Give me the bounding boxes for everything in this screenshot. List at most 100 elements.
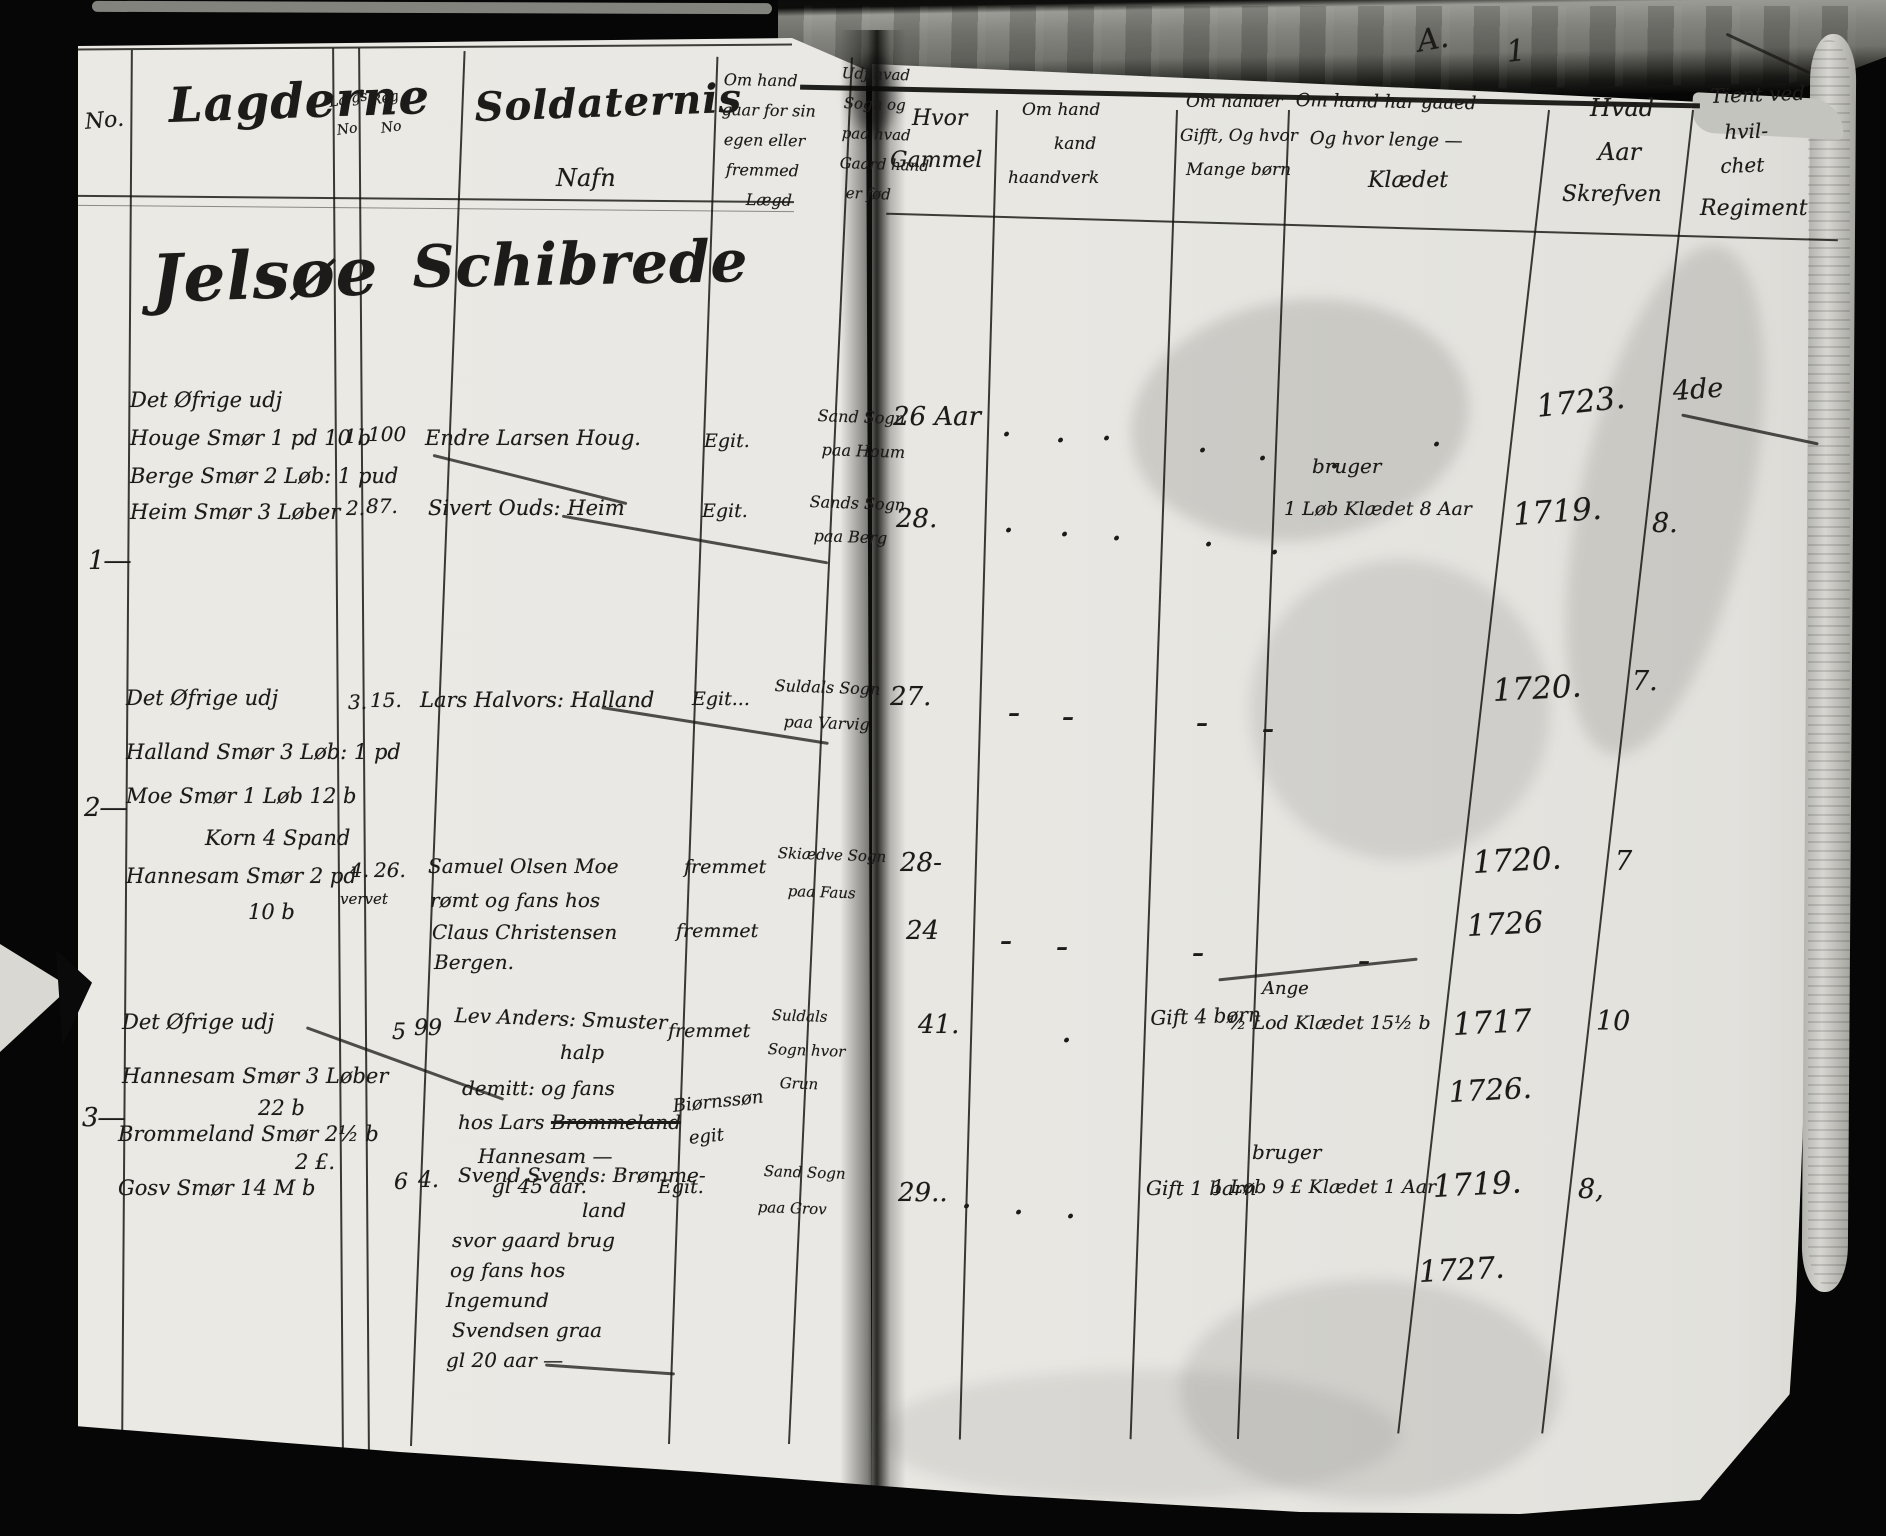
soldier-name: land: [582, 1198, 627, 1222]
col-header-clothed: Og hvor lenge —: [1309, 128, 1463, 152]
lagderne-farm-line: Det Øfrige udj: [130, 388, 283, 412]
lagderne-farm-line: 2 £.: [295, 1150, 336, 1174]
soldier-name: Samuel Olsen Moe: [428, 854, 619, 878]
fore-edge-texture: [1808, 40, 1850, 1286]
lagderne-farm-line: Halland Smør 3 Løb: 1 pd: [126, 740, 401, 764]
col-header-own-foreign: gaar for sin: [721, 100, 817, 121]
year-enrolled-value: 1719.: [1431, 1164, 1523, 1205]
clothed-value: 1 Løb 9 £ Klædet 1 Aar: [1212, 1176, 1437, 1198]
reg-no-value: 15.: [370, 688, 402, 712]
col-header-birthplace: er fød: [845, 184, 892, 204]
regiment-value: 7.: [1632, 666, 1658, 697]
soldier-name: rømt og fans hos: [430, 888, 601, 912]
col-header-own-foreign: Lægd: [745, 190, 793, 210]
col-header-soldier-name: Soldaternis: [473, 74, 743, 131]
lagderne-farm-line: Houge Smør 1 pd 10 b: [130, 426, 372, 450]
col-header-married: Mange børn: [1186, 160, 1292, 180]
soldier-name: Svendsen graa: [452, 1318, 603, 1342]
col-header-regiment: Tient ved: [1709, 80, 1806, 108]
empty-cell-mark: ·: [1004, 516, 1014, 546]
clothed-value: ½ Lod Klædet 15½ b: [1228, 1012, 1431, 1034]
regiment-value: 8,: [1578, 1174, 1604, 1205]
empty-cell-mark: ·: [1270, 538, 1280, 568]
birthplace-value: Suldals: [771, 1006, 828, 1026]
regiment-value: 4de: [1671, 372, 1725, 407]
year-enrolled-value: 1719.: [1511, 490, 1603, 533]
reg-no-value: 99: [414, 1016, 442, 1041]
page-above-edge: [91, 0, 773, 15]
soldier-name: halp: [560, 1040, 605, 1064]
col-header-soldier-name: Nafn: [556, 164, 616, 192]
year-enrolled-value: 1726.: [1447, 1070, 1533, 1109]
ink-showthrough: [880, 1370, 1400, 1500]
laegs-no-value: 1.: [344, 424, 364, 448]
empty-cell-mark: ·: [1432, 430, 1442, 460]
reg-no-value: 100: [368, 422, 407, 446]
col-header-year: Skrefven: [1562, 182, 1662, 207]
birthplace-value: paa Varvig: [783, 712, 871, 734]
own-foreign-value: Egit.: [702, 500, 748, 522]
soldier-name: og fans hos: [450, 1258, 566, 1282]
reg-no-value: 87.: [366, 494, 398, 518]
lagderne-farm-line: Gosv Smør 14 M b: [118, 1176, 316, 1200]
empty-cell-mark: ·: [1002, 420, 1012, 450]
lagderne-farm-line: Det Øfrige udj: [126, 686, 279, 710]
lagderne-farm-line: 10 b: [248, 900, 295, 924]
section-title: Schibrede: [411, 227, 749, 301]
regiment-value: 7: [1615, 846, 1633, 877]
reg-no-value: 4.: [418, 1168, 439, 1193]
married-value: Gift 1 barn: [1146, 1176, 1257, 1200]
gutter-shadow: [840, 30, 906, 1536]
empty-cell-mark: ·: [962, 1192, 972, 1222]
legd-no: 3―: [82, 1103, 125, 1133]
birthplace-value: paa Faus: [787, 882, 856, 903]
lagderne-farm-line: Det Øfrige udj: [122, 1010, 275, 1034]
empty-cell-mark: ·: [1204, 530, 1214, 560]
empty-cell-mark: –: [1062, 702, 1074, 731]
own-foreign-value: Egit...: [692, 688, 750, 710]
empty-cell-mark: –: [1262, 714, 1274, 743]
year-enrolled-value: 1720.: [1491, 668, 1583, 709]
birthplace-value: Sands Sogn: [809, 492, 906, 515]
age-value: 24: [906, 916, 940, 946]
lagderne-farm-line: Berge Smør 2 Løb: 1 pud: [130, 464, 399, 488]
year-enrolled-value: 1717: [1451, 1002, 1533, 1043]
gutter-blot: [852, 56, 894, 134]
clothed-value: 1 Løb Klædet 8 Aar: [1284, 498, 1472, 520]
legd-no: 2―: [84, 793, 127, 823]
laegs-no-value: 3.: [348, 690, 368, 714]
empty-cell-mark: –: [1000, 926, 1012, 955]
legd-no: 1―: [88, 546, 131, 576]
col-header-own-foreign: fremmed: [725, 160, 800, 181]
soldier-name: gl 45 aar.: [492, 1174, 587, 1198]
own-foreign-value: egit: [687, 1124, 725, 1149]
laegs-note: vervet: [340, 890, 388, 908]
col-header-handicraft: Om hand: [1022, 100, 1101, 120]
col-header-handicraft: kand: [1054, 134, 1097, 154]
year-enrolled-value: 1727.: [1417, 1250, 1506, 1290]
lagderne-farm-line: Heim Smør 3 Løber: [130, 500, 341, 524]
col-header-own-foreign: Om hand: [723, 70, 798, 91]
soldier-name: demitt: og fans: [462, 1076, 615, 1100]
folio-mark: 1: [1504, 33, 1528, 70]
section-title: Jelsøe: [149, 232, 380, 318]
col-header-regiment: chet: [1719, 152, 1765, 178]
laegs-no-value: 5: [392, 1020, 406, 1045]
regiment-value: 8.: [1652, 508, 1678, 539]
folio-mark: A.: [1414, 19, 1452, 60]
age-value: 27.: [890, 682, 932, 712]
clothed-value: bruger: [1252, 1140, 1322, 1164]
lagderne-farm-line: Hannesam Smør 2 pd: [126, 864, 357, 888]
birthplace-value: Skiædve Sogn: [777, 844, 887, 866]
col-header-birthplace: Sogn og: [843, 94, 907, 115]
col-header-birthplace: paa hvad: [841, 124, 911, 145]
empty-cell-mark: ·: [1198, 436, 1208, 466]
soldier-name: Endre Larsen Houg.: [425, 426, 641, 450]
age-value: 28.: [896, 504, 938, 534]
age-value: 29..: [898, 1178, 948, 1208]
age-value: 26 Aar: [893, 402, 982, 432]
col-header-no: No.: [83, 106, 125, 135]
soldier-name: hos Lars Brommeland: [458, 1112, 681, 1132]
year-enrolled-value: 1726: [1465, 905, 1544, 944]
